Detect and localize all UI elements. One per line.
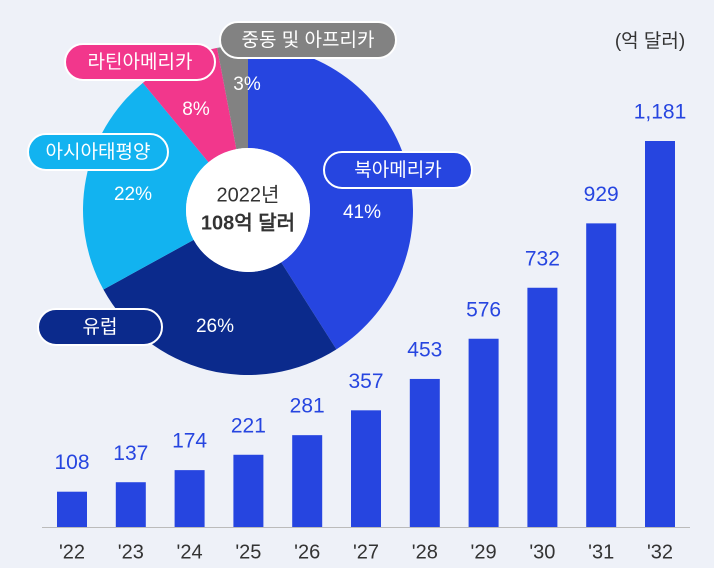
bar <box>351 410 381 527</box>
x-tick-label: '32 <box>647 541 673 563</box>
x-tick-label: '25 <box>235 541 261 563</box>
bar <box>292 435 323 527</box>
legend-label: 북아메리카 <box>354 159 441 181</box>
donut-segment <box>103 239 337 375</box>
value-label: 221 <box>231 414 266 437</box>
value-label: 174 <box>172 430 207 453</box>
bar <box>57 491 87 527</box>
x-tick-label: '28 <box>412 541 438 563</box>
bar <box>527 287 558 527</box>
legend-label: 아시아태평양 <box>46 141 151 163</box>
value-label: 576 <box>466 298 501 321</box>
x-tick-label: '29 <box>471 541 497 563</box>
legend-label: 유럽 <box>83 316 118 338</box>
value-label: 453 <box>407 338 442 361</box>
percent-label: 3% <box>233 74 261 95</box>
legend-label: 라틴아메리카 <box>88 51 193 73</box>
x-tick-label: '26 <box>294 541 320 563</box>
donut-hole <box>186 148 310 272</box>
legend-pill <box>27 133 169 171</box>
percent-label: 41% <box>343 202 381 223</box>
x-tick-label: '22 <box>59 541 85 563</box>
bar <box>233 454 264 527</box>
x-tick-label: '30 <box>529 541 555 563</box>
bar <box>409 378 440 527</box>
value-label: 732 <box>525 247 560 270</box>
donut-segment <box>248 45 413 350</box>
unit-label: (억 달러) <box>615 30 685 52</box>
value-label: 929 <box>584 183 619 206</box>
x-tick-label: '27 <box>353 541 379 563</box>
bar <box>586 223 617 527</box>
legend-pill <box>64 43 216 81</box>
bar <box>115 482 146 527</box>
percent-label: 8% <box>182 99 210 120</box>
x-tick-label: '31 <box>588 541 614 563</box>
legend-pill <box>37 308 163 346</box>
percent-label: 26% <box>196 316 234 337</box>
bar <box>174 470 205 527</box>
value-label: 1,181 <box>634 101 687 124</box>
percent-label: 22% <box>114 184 152 205</box>
value-label: 137 <box>113 442 148 465</box>
value-label: 108 <box>54 451 89 474</box>
center-label: 108억 달러 <box>201 211 295 234</box>
center-label: 2022년 <box>217 183 280 206</box>
value-label: 357 <box>348 370 383 393</box>
bar <box>645 141 675 527</box>
donut-segment <box>217 45 248 150</box>
legend-pill <box>219 21 397 59</box>
legend-pill <box>323 151 473 189</box>
x-tick-label: '24 <box>177 541 203 563</box>
x-tick-label: '23 <box>118 541 144 563</box>
value-label: 281 <box>290 395 325 418</box>
bar <box>468 338 499 527</box>
legend-label: 중동 및 아프리카 <box>242 29 375 51</box>
